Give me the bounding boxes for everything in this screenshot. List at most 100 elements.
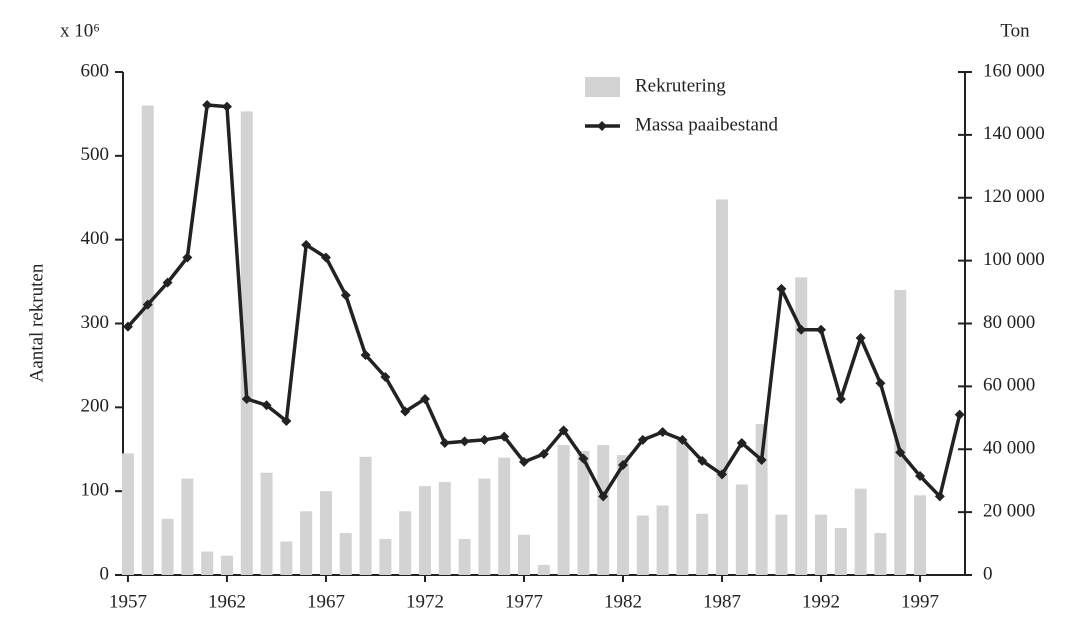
bar [458,538,471,575]
x-tick-label: 1957 [109,591,147,612]
bar [537,564,550,575]
marker [954,409,965,420]
bar [478,478,491,575]
marker [518,456,529,467]
marker [756,454,767,465]
bar [854,488,867,575]
bar [577,450,590,575]
marker [281,415,292,426]
marker [261,400,272,411]
bar [260,472,273,575]
bar [815,514,828,575]
y-tick-label: 400 [81,228,110,249]
marker [400,406,411,417]
legend-label: Massa paaibestand [635,114,778,135]
marker [816,324,827,335]
marker [637,434,648,445]
bar [181,478,194,575]
marker [717,469,728,480]
marker [618,459,629,470]
bar [319,491,332,575]
marker [182,252,193,263]
y2-tick-label: 100 000 [983,249,1045,270]
y-tick-label: 600 [81,60,110,81]
marker [736,437,747,448]
marker [657,426,668,437]
bar [141,105,154,576]
y-tick-label: 0 [100,563,110,584]
bar [498,457,511,575]
legend-marker [597,121,607,131]
y-axis-label: Aantal rekruten [26,263,47,382]
y-tick-label: 100 [81,480,110,501]
marker [578,453,589,464]
marker [221,101,232,112]
unit-label: x 10⁶ [60,20,100,41]
marker [835,393,846,404]
y2-tick-label: 80 000 [983,312,1035,333]
x-tick-label: 1992 [802,591,840,612]
y2-tick-label: 160 000 [983,60,1045,81]
marker [855,332,866,343]
marker [419,393,430,404]
bar [399,511,412,575]
y2-axis-label: Ton [1000,20,1030,41]
marker [320,252,331,263]
bar [696,513,709,575]
y2-tick-label: 0 [983,563,993,584]
bar [735,484,748,575]
marker [934,491,945,502]
bar [676,440,689,575]
marker [875,378,886,389]
bar [121,453,134,575]
bar [161,518,174,575]
marker [340,290,351,301]
bar [795,277,808,575]
bar [775,514,788,575]
bar [438,481,451,575]
bar [894,289,907,575]
marker [895,447,906,458]
marker [776,283,787,294]
x-tick-label: 1972 [406,591,444,612]
marker [915,470,926,481]
marker [380,371,391,382]
marker [241,393,252,404]
bar [617,455,630,575]
bar [379,538,392,575]
y-tick-label: 200 [81,396,110,417]
marker [360,349,371,360]
x-tick-label: 1967 [307,591,345,612]
bar [280,541,293,575]
y2-tick-label: 40 000 [983,438,1035,459]
x-tick-label: 1987 [703,591,741,612]
marker [459,436,470,447]
bar [339,533,352,575]
marker [796,324,807,335]
x-tick-label: 1982 [604,591,642,612]
bar [557,445,570,575]
y2-tick-label: 120 000 [983,186,1045,207]
y2-tick-label: 60 000 [983,375,1035,396]
bar [418,486,431,575]
bar [656,505,669,575]
x-tick-label: 1997 [901,591,939,612]
bar [716,199,729,575]
legend-swatch [585,77,620,97]
marker [301,239,312,250]
marker [122,321,133,332]
x-tick-label: 1977 [505,591,543,612]
marker [499,431,510,442]
bar [834,528,847,575]
bar [636,515,649,575]
y2-tick-label: 20 000 [983,500,1035,521]
y2-tick-label: 140 000 [983,123,1045,144]
bar [300,511,313,575]
bar [597,445,610,575]
bar [240,111,253,575]
x-tick-label: 1962 [208,591,246,612]
legend-label: Rekrutering [635,75,726,96]
bar [201,551,214,575]
y-tick-label: 500 [81,144,110,165]
